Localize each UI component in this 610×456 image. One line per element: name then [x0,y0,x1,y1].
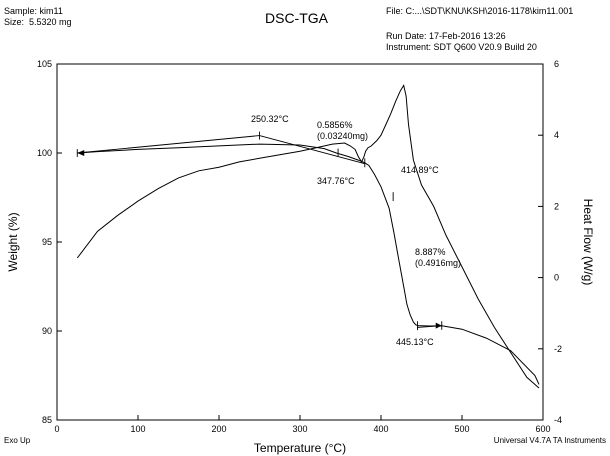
x-tick-label: 0 [54,424,59,434]
run-date-label: Run Date: 17-Feb-2016 13:26 [386,31,506,41]
size-label: Size: 5.5320 mg [4,17,72,27]
y2-tick-label: 0 [554,273,559,283]
y-tick-label: 90 [42,326,52,336]
annotation-weight-loss-pct: 0.5856% [317,120,353,130]
y-axis-right: -4 -2 0 2 4 6 [538,59,562,425]
exo-up-label: Exo Up [4,436,31,445]
x-tick-label: 400 [373,424,388,434]
y2-axis-label: Heat Flow (W/g) [581,199,595,286]
annotation-major-loss-mg: (0.4916mg) [415,258,461,268]
onset-tangent-line [77,135,260,154]
x-axis-label: Temperature (°C) [254,441,346,455]
annotation-major-loss-pct: 8.887% [415,247,446,257]
sample-label: Sample: kim11 [4,6,63,16]
x-axis: 0 100 200 300 400 500 600 [54,415,551,434]
plot-frame [56,63,544,421]
y-tick-label: 100 [37,148,52,158]
annotation-347c: 347.76°C [317,176,355,186]
y2-tick-label: 2 [554,201,559,211]
file-label: File: C:...\SDT\KNU\KSH\2016-1178\kim11.… [386,6,574,16]
annotation-414c: 414.89°C [401,165,439,175]
annotation-445c: 445.13°C [396,337,434,347]
y-axis-left: 85 90 95 100 105 [37,59,62,425]
y2-tick-label: 4 [554,130,559,140]
series-group [76,84,540,389]
weight-curve [77,143,540,385]
x-tick-label: 600 [535,424,550,434]
y2-tick-label: 6 [554,59,559,69]
y-tick-label: 95 [42,237,52,247]
y-tick-label: 105 [37,59,52,69]
software-label: Universal V4.7A TA Instruments [494,436,606,445]
y-tick-label: 85 [42,415,52,425]
annotation-250c: 250.32°C [251,114,289,124]
heat-flow-curve [76,84,540,389]
arrow-right-icon [435,322,442,329]
chart-title: DSC-TGA [265,10,328,26]
x-tick-label: 200 [211,424,226,434]
onset-tangent-line [259,135,365,165]
x-tick-label: 500 [454,424,469,434]
annotation-weight-loss-mg: (0.03240mg) [317,131,368,141]
x-tick-label: 300 [292,424,307,434]
instrument-label: Instrument: SDT Q600 V20.9 Build 20 [386,42,537,52]
y2-tick-label: -4 [554,415,562,425]
x-tick-label: 100 [130,424,145,434]
y-axis-label: Weight (%) [6,212,20,271]
y2-tick-label: -2 [554,344,562,354]
arrow-left-icon [77,150,85,156]
annotation-markers [76,131,443,331]
